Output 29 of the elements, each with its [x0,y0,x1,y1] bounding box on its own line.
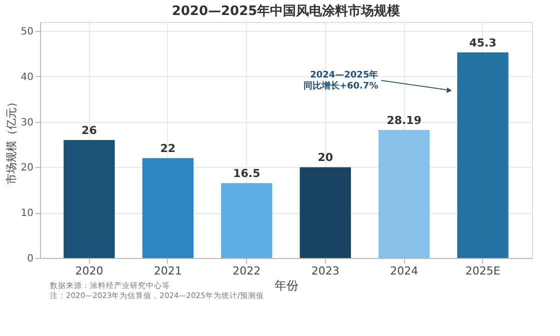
annotation: 2024—2025年 [310,69,378,80]
x-tick-label: 2023 [311,264,340,278]
y-tick-label: 0 [27,254,34,264]
data-label: 26 [82,124,98,137]
chart-title: 2020—2025年中国风电涂料市场规模 [172,3,400,19]
x-tick-label: 2025E [465,264,500,278]
data-label: 20 [318,151,334,164]
y-tick-label: 50 [20,26,34,38]
data-label: 45.3 [469,36,496,50]
x-tick-label: 2020 [75,264,104,278]
y-axis-title: 市场规模（亿元） [4,96,18,184]
data-label: 16.5 [233,167,260,180]
bar [457,52,508,258]
data-label: 28.19 [386,114,422,128]
annotation: 同比增长+60.7% [303,80,378,92]
y-tick-label: 10 [20,208,34,220]
data-label: 22 [160,142,176,156]
y-tick-label: 20 [20,162,34,174]
y-tick-label: 30 [20,117,34,128]
x-tick-label: 2022 [232,264,261,278]
bar [300,167,351,258]
bar [378,130,430,258]
bar [221,183,272,258]
x-axis-title: 年份 [274,278,298,292]
y-tick-label: 40 [20,72,34,83]
bar [142,158,194,258]
x-tick-label: 2024 [390,264,418,278]
bar [64,140,115,258]
x-tick-label: 2021 [154,264,182,278]
